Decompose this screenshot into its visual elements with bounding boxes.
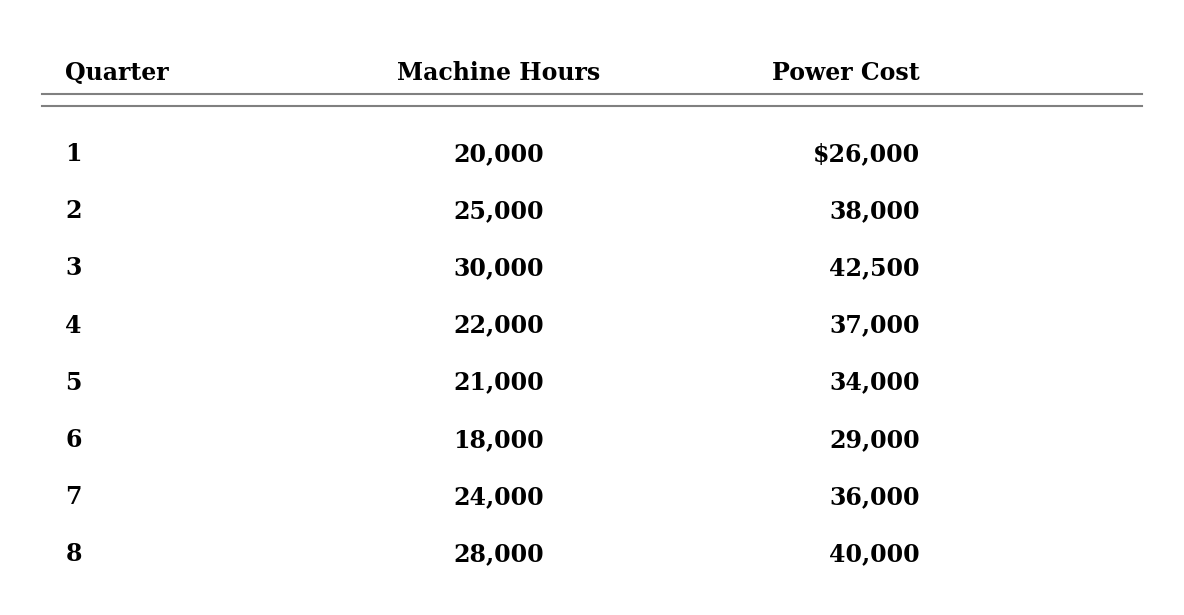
Text: 21,000: 21,000 <box>453 371 543 395</box>
Text: Machine Hours: Machine Hours <box>397 61 600 85</box>
Text: 2: 2 <box>65 199 82 223</box>
Text: 36,000: 36,000 <box>829 485 920 509</box>
Text: 24,000: 24,000 <box>453 485 543 509</box>
Text: 1: 1 <box>65 142 82 166</box>
Text: 30,000: 30,000 <box>453 256 543 280</box>
Text: 38,000: 38,000 <box>829 199 920 223</box>
Text: 28,000: 28,000 <box>453 542 543 566</box>
Text: 37,000: 37,000 <box>829 314 920 338</box>
Text: 3: 3 <box>65 256 82 280</box>
Text: 4: 4 <box>65 314 82 338</box>
Text: 20,000: 20,000 <box>453 142 543 166</box>
Text: 7: 7 <box>65 485 82 509</box>
Text: Power Cost: Power Cost <box>772 61 920 85</box>
Text: 29,000: 29,000 <box>829 427 920 452</box>
Text: Quarter: Quarter <box>65 61 169 85</box>
Text: 25,000: 25,000 <box>453 199 543 223</box>
Text: 22,000: 22,000 <box>453 314 543 338</box>
Text: $26,000: $26,000 <box>812 142 920 166</box>
Text: 42,500: 42,500 <box>829 256 920 280</box>
Text: 18,000: 18,000 <box>453 427 543 452</box>
Text: 5: 5 <box>65 371 82 395</box>
Text: 8: 8 <box>65 542 82 566</box>
Text: 34,000: 34,000 <box>829 371 920 395</box>
Text: 40,000: 40,000 <box>829 542 920 566</box>
Text: 6: 6 <box>65 427 82 452</box>
